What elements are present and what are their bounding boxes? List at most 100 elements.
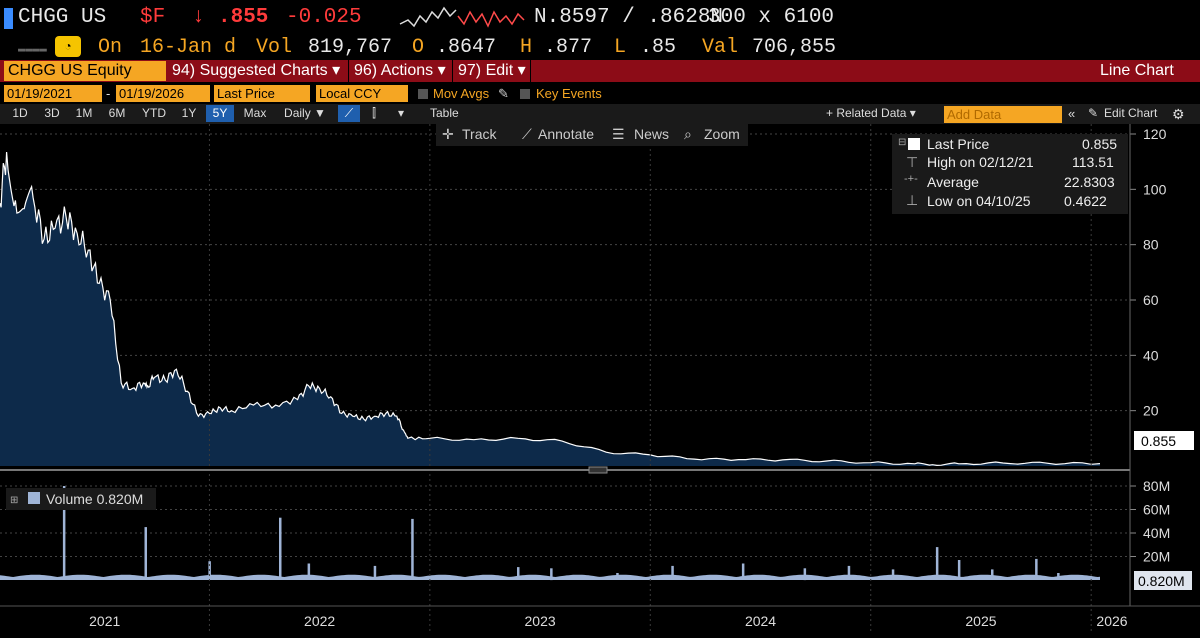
price-tick-label: 100 <box>1143 181 1167 197</box>
period-ytd[interactable]: YTD <box>142 106 166 120</box>
volume-bar <box>62 486 66 580</box>
mov-avgs-checkbox[interactable] <box>418 89 428 99</box>
year-label: 2025 <box>965 613 996 629</box>
chart-controls: 01/19/2021 - 01/19/2026 Last Price Local… <box>0 84 1200 104</box>
dashes-indicator: ▬▬▬▬ <box>18 42 47 56</box>
time-axis: 2021 2022 2023 2024 2025 2026 <box>89 124 1128 632</box>
val-label: Val <box>702 36 739 59</box>
price-legend[interactable]: ⊟ Last Price 0.855 ⊤ High on 02/12/21 11… <box>892 134 1128 214</box>
open-value: .8647 <box>436 36 497 59</box>
period-6m[interactable]: 6M <box>108 106 126 120</box>
key-events-checkbox[interactable] <box>520 89 530 99</box>
pane-resize-handle[interactable] <box>588 466 608 474</box>
low-value: 0.4622 <box>1064 193 1107 209</box>
volume-bar <box>1035 558 1038 580</box>
security-field[interactable]: CHGG US Equity <box>4 61 166 81</box>
gauge-icon[interactable]: ◔ <box>55 36 81 57</box>
year-label: 2023 <box>525 613 556 629</box>
last-price-value: 0.855 <box>1082 136 1118 152</box>
period-1d[interactable]: 1D <box>12 106 28 120</box>
volume-bar <box>741 563 745 580</box>
pencil-icon[interactable]: ✎ <box>498 86 509 101</box>
ticker-symbol[interactable]: CHGG US <box>18 6 107 29</box>
end-date-field[interactable]: 01/19/2026 <box>116 85 210 102</box>
price-field-select[interactable]: Last Price <box>214 85 310 102</box>
intraday-sparkline <box>399 6 525 28</box>
bid-ask: N.8597 / .8628N <box>534 6 724 29</box>
chart-type-label[interactable]: Line Chart <box>1100 62 1174 79</box>
volume-tick-label: 20M <box>1143 549 1170 565</box>
menu-divider <box>348 60 349 82</box>
frequency-select[interactable]: Daily ▼ <box>284 106 326 120</box>
period-1y[interactable]: 1Y <box>181 106 197 120</box>
edit-menu[interactable]: 97) Edit ▾ <box>458 62 526 79</box>
volume-legend-text: Volume 0.820M <box>46 491 143 507</box>
volume-bar <box>957 560 961 580</box>
zoom-button[interactable]: Zoom <box>704 126 740 142</box>
annotate-button[interactable]: Annotate <box>538 126 595 142</box>
actions-menu[interactable]: 96) Actions ▾ <box>354 62 446 79</box>
volume-value: 819,767 <box>308 36 393 59</box>
price-tick-label: 60 <box>1143 292 1159 308</box>
volume-bar <box>671 565 674 580</box>
annotate-icon[interactable]: ⟋ <box>522 126 532 142</box>
average-marker-icon: -+- <box>904 173 918 185</box>
chevron-down-icon[interactable]: ▾ <box>397 106 405 120</box>
related-data-menu[interactable]: + Related Data ▾ <box>826 106 916 120</box>
table-button[interactable]: Table <box>430 106 459 120</box>
news-icon[interactable]: ☰ <box>612 126 625 142</box>
collapse-icon[interactable]: « <box>1068 106 1076 121</box>
last-price-axis-value: 0.855 <box>1141 433 1176 449</box>
start-date-field[interactable]: 01/19/2021 <box>4 85 102 102</box>
period-1m[interactable]: 1M <box>75 106 93 120</box>
period-3d[interactable]: 3D <box>44 106 60 120</box>
date-range-dash: - <box>106 86 111 101</box>
track-button[interactable]: Track <box>462 126 497 142</box>
year-label: 2021 <box>89 613 120 629</box>
crosshair-icon[interactable]: ✛ <box>442 126 454 142</box>
average-value: 22.8303 <box>1064 174 1115 190</box>
quote-detail-bar: ▬▬▬▬ ◔ On 16-Jan d Vol 819,767 O .8647 H… <box>0 34 1200 60</box>
collapse-icon[interactable]: ⊟ <box>898 137 907 148</box>
volume-tick-label: 60M <box>1143 502 1170 518</box>
price-tick-label: 20 <box>1143 403 1159 419</box>
menu-divider <box>452 60 453 82</box>
volume-tick-label: 80M <box>1143 478 1170 494</box>
period-bar: 1D 3D 1M 6M YTD 1Y 5Y Max Daily ▼ ⟋ ⫿ ▾ … <box>0 104 1200 124</box>
volume-tick-label: 40M <box>1143 525 1170 541</box>
high-marker-icon: ⊤ <box>906 154 919 170</box>
suggested-charts-menu[interactable]: 94) Suggested Charts ▾ <box>172 62 341 79</box>
high-value: 113.51 <box>1072 154 1114 170</box>
gear-icon[interactable]: ⚙ <box>1172 106 1185 122</box>
price-line <box>0 151 1101 467</box>
last-volume-axis-value: 0.820M <box>1138 573 1185 589</box>
currency-select[interactable]: Local CCY <box>316 85 408 102</box>
period-5y[interactable]: 5Y <box>206 105 234 122</box>
volume-baseline <box>0 574 1100 580</box>
key-events-label[interactable]: Key Events <box>536 86 602 101</box>
pencil-icon[interactable]: ✎ <box>1088 106 1099 120</box>
price-tick-label: 120 <box>1143 126 1167 142</box>
volume-swatch <box>28 492 40 504</box>
expand-icon[interactable]: ⊞ <box>10 495 18 506</box>
search-icon[interactable]: ⌕ <box>684 126 692 142</box>
volume-legend[interactable]: ⊞ Volume 0.820M <box>6 488 156 510</box>
price-axis: 20 40 60 80 100 120 <box>1130 126 1167 419</box>
volume-axis: 20M 40M 60M 80M <box>1130 478 1170 565</box>
low-label: Low on 04/10/25 <box>927 193 1031 209</box>
bar-style-icon[interactable]: ⫿ <box>372 106 376 120</box>
edit-chart-button[interactable]: Edit Chart <box>1104 106 1158 120</box>
last-price-label: Last Price <box>927 136 990 152</box>
mov-avgs-label[interactable]: Mov Avgs <box>433 86 490 101</box>
menu-bar: CHGG US Equity 94) Suggested Charts ▾ 96… <box>0 60 1200 82</box>
news-button[interactable]: News <box>634 126 670 142</box>
period-max[interactable]: Max <box>243 106 267 120</box>
last-volume-label: 0.820M <box>1134 571 1192 590</box>
volume-bar <box>144 527 147 580</box>
add-data-input[interactable]: Add Data <box>944 106 1062 123</box>
line-chart-icon[interactable]: ⟋ <box>338 105 360 122</box>
volume-bar <box>935 547 939 580</box>
chart-toolbar: ✛ Track ⟋ Annotate ☰ News ⌕ Zoom <box>436 124 748 146</box>
volume-bar <box>517 567 520 580</box>
